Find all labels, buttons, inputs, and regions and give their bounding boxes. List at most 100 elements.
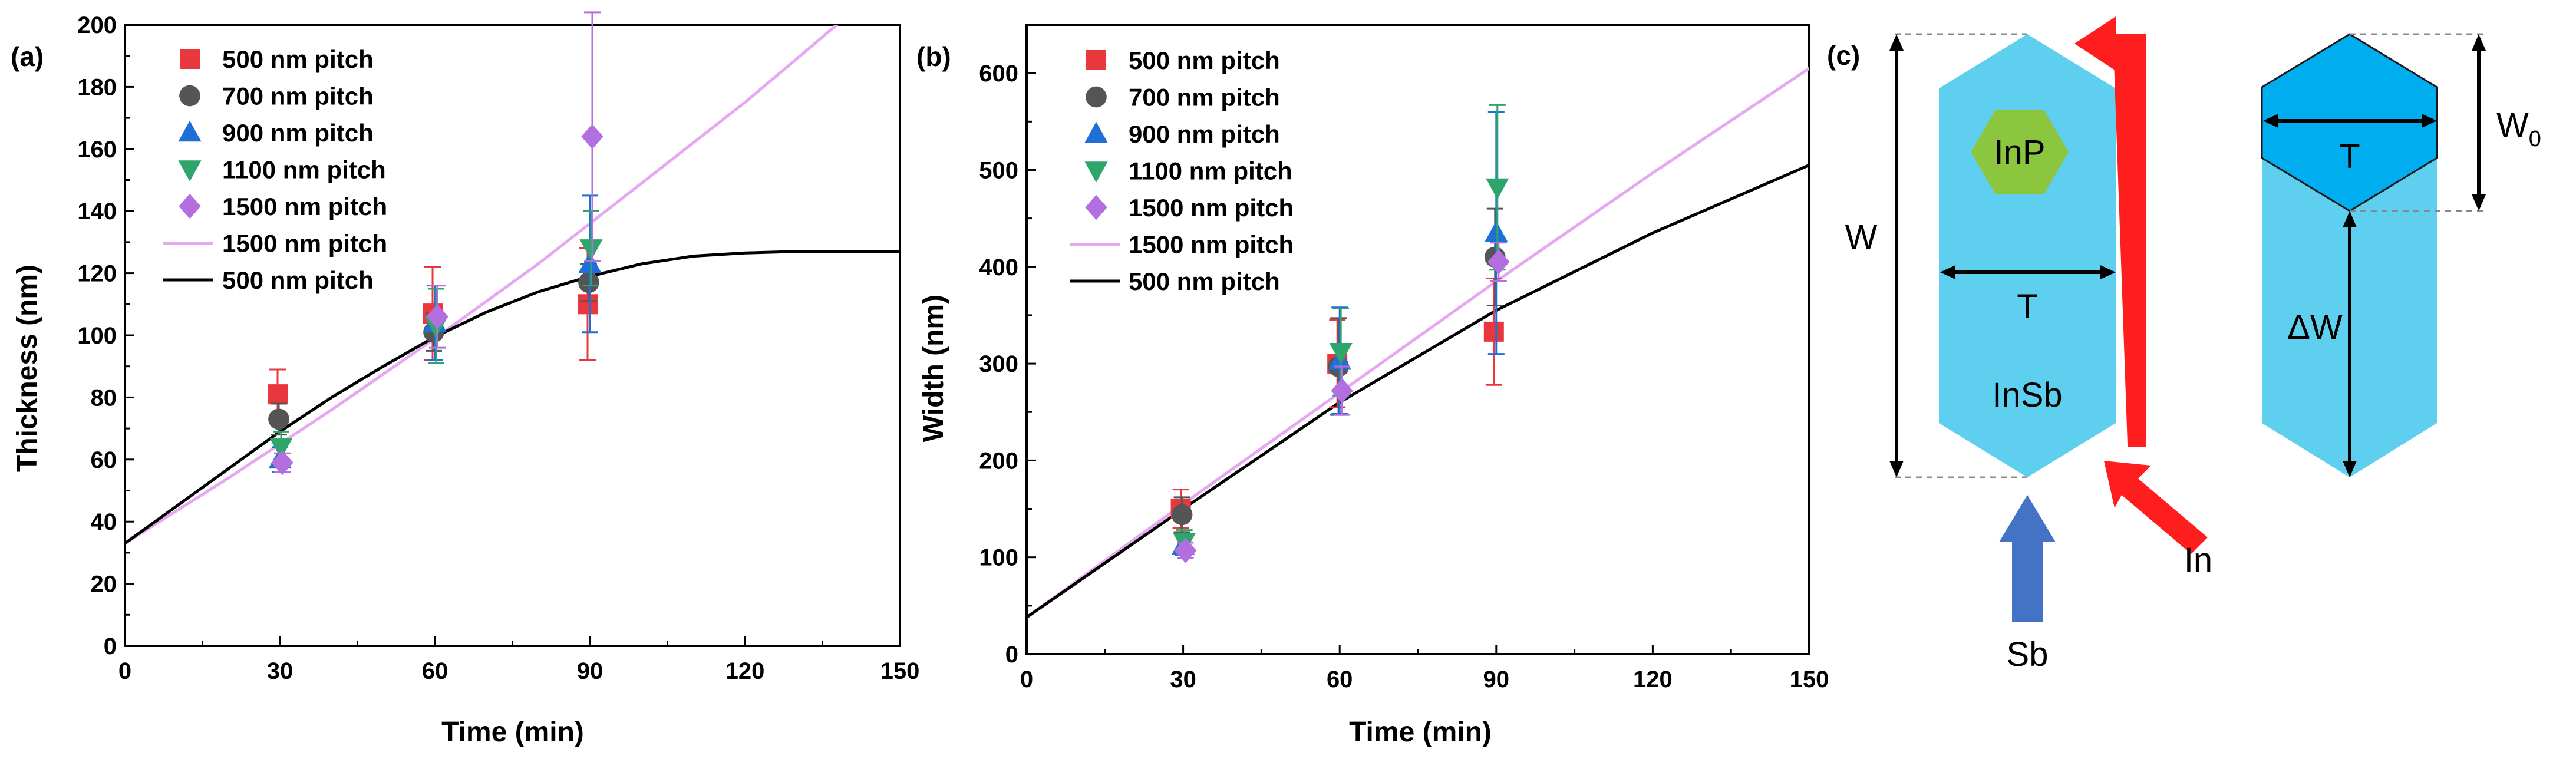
legend-label: 500 nm pitch	[1129, 47, 1280, 74]
plot-frame	[124, 24, 901, 647]
legend-marker-1500-nm-pitch	[179, 193, 201, 219]
y-tick-label: 40	[91, 509, 117, 535]
legend-marker-900-nm-pitch	[1084, 121, 1108, 143]
panel-b-data-marks	[1170, 104, 1510, 563]
y-tick-label: 160	[77, 137, 117, 163]
x-tick-label: 30	[1170, 666, 1196, 692]
data-point-900-nm-pitch	[578, 252, 602, 273]
insb-label: InSb	[1992, 376, 2062, 414]
in-flux-arrow-vertical	[2074, 16, 2146, 447]
data-point-1500-nm-pitch	[1174, 537, 1197, 563]
data-point-1100-nm-pitch	[1329, 343, 1353, 364]
fit-line-500-nm-pitch	[125, 250, 900, 545]
inp-label: InP	[1994, 133, 2045, 171]
y-tick-label: 120	[77, 261, 117, 287]
legend-label: 900 nm pitch	[222, 119, 374, 147]
sb-label: Sb	[2007, 635, 2049, 674]
x-tick-label: 60	[422, 658, 448, 684]
panel-b-chart: (b) 0 30 60 90 120 150 0 100 200 300 400 500 600 Tim…	[916, 24, 1829, 748]
data-point-1500-nm-pitch	[1331, 378, 1353, 404]
legend-label: 1500 nm pitch	[222, 193, 387, 220]
thickness-arrow-left	[1940, 265, 2116, 279]
legend-label: 500 nm pitch	[222, 45, 374, 73]
legend-label: 1500 nm pitch	[1129, 194, 1294, 222]
y-tick-label: 180	[77, 74, 117, 100]
w0-label-sub: 0	[2529, 127, 2541, 151]
x-tick-label: 120	[725, 658, 765, 684]
w0-label: W0	[2496, 106, 2541, 151]
x-tick-label: 150	[1790, 666, 1829, 692]
x-tick-label: 30	[267, 658, 293, 684]
delta-w-arrow	[2343, 211, 2357, 477]
thickness-label-right: T	[2339, 137, 2360, 176]
delta-w-label: ΔW	[2287, 308, 2343, 346]
data-point-500-nm-pitch	[268, 384, 288, 405]
y-tick-label: 500	[979, 157, 1018, 183]
fit-line-500-nm-pitch	[1027, 163, 1809, 619]
y-tick-label: 0	[104, 633, 117, 659]
data-point-900-nm-pitch	[1485, 220, 1508, 242]
x-tick-label: 90	[577, 658, 603, 684]
data-point-500-nm-pitch	[578, 294, 598, 315]
panel-a-y-axis-title: Thickness (nm)	[12, 265, 43, 472]
panel-a-legend: 500 nm pitch 700 nm pitch 900 nm pitch 1100…	[163, 45, 387, 294]
legend-label: 500 nm pitch	[1129, 268, 1280, 295]
panel-b-y-axis-title: Width (nm)	[918, 295, 949, 442]
panel-a-data-marks	[268, 11, 603, 476]
y-tick-label: 60	[91, 447, 117, 473]
panel-b-legend: 500 nm pitch 700 nm pitch 900 nm pitch 1100…	[1070, 47, 1294, 295]
legend-marker-700-nm-pitch	[1086, 86, 1107, 108]
data-point-500-nm-pitch	[1483, 321, 1504, 342]
legend-marker-1100-nm-pitch	[1084, 161, 1108, 183]
x-tick-label: 90	[1483, 666, 1510, 692]
y-tick-label: 300	[979, 351, 1018, 377]
data-point-700-nm-pitch	[578, 272, 599, 293]
panel-a-chart: (a) 0 30 60 90 120 150 0 20 40 60 80 100 120 140 160 18…	[11, 11, 919, 748]
legend-marker-900-nm-pitch	[178, 120, 202, 142]
inp-core	[1971, 110, 2069, 194]
legend-label: 1500 nm pitch	[1129, 231, 1294, 259]
w0-label-main: W	[2496, 106, 2529, 144]
in-label: In	[2184, 541, 2212, 579]
data-point-1500-nm-pitch	[271, 450, 293, 476]
panel-a-fit-lines	[125, 25, 900, 545]
panel-label-a: (a)	[11, 41, 44, 72]
y-tick-label: 140	[77, 199, 117, 225]
x-tick-label: 150	[880, 658, 920, 684]
y-tick-label: 200	[77, 12, 117, 38]
fit-line-1500-nm-pitch	[125, 25, 839, 545]
w-arrow	[1889, 34, 1904, 477]
w0-arrow	[2472, 34, 2486, 211]
y-tick-label: 100	[77, 323, 117, 349]
y-tick-label: 100	[979, 545, 1018, 571]
data-point-1500-nm-pitch	[581, 124, 603, 149]
data-point-1500-nm-pitch	[426, 304, 448, 329]
panel-b-x-axis-title: Time (min)	[1349, 717, 1492, 748]
data-point-1100-nm-pitch	[1486, 178, 1509, 200]
panel-a-axes: 0 30 60 90 120 150 0 20 40 60 80 100 120 140 160 180 200	[77, 12, 919, 684]
panel-label-b: (b)	[916, 41, 951, 72]
legend-marker-500-nm-pitch	[180, 49, 200, 69]
legend-label: 700 nm pitch	[222, 82, 374, 110]
data-point-700-nm-pitch	[1171, 504, 1193, 526]
x-tick-label: 120	[1633, 666, 1673, 692]
x-tick-label: 0	[1020, 666, 1033, 692]
legend-marker-700-nm-pitch	[179, 85, 200, 107]
legend-label: 1100 nm pitch	[1129, 157, 1292, 185]
panel-c-diagram: (c) InP InSb T W Sb	[1827, 16, 2541, 674]
x-tick-label: 0	[118, 658, 131, 684]
in-flux-arrow-diagonal	[2104, 461, 2208, 554]
data-point-700-nm-pitch	[268, 408, 289, 430]
legend-label: 500 nm pitch	[222, 266, 374, 294]
panel-b-fit-lines	[1027, 67, 1809, 619]
y-tick-label: 20	[91, 572, 117, 598]
panel-b-axes: 0 30 60 90 120 150 0 100 200 300 400 500 600	[979, 24, 1829, 692]
legend-marker-1500-nm-pitch	[1085, 194, 1107, 220]
y-tick-label: 0	[1005, 642, 1018, 668]
legend-marker-1100-nm-pitch	[178, 160, 202, 181]
legend-label: 1100 nm pitch	[222, 156, 386, 184]
x-tick-label: 60	[1327, 666, 1353, 692]
legend-label: 700 nm pitch	[1129, 84, 1280, 111]
panel-label-c: (c)	[1827, 40, 1860, 71]
